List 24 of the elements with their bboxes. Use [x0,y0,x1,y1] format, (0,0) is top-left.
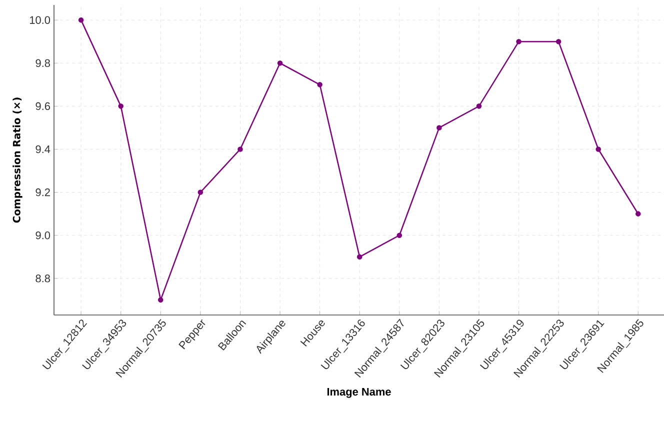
point [636,211,641,216]
y-tick-label: 9.0 [36,231,50,240]
point [277,60,283,66]
y-axis-title: Compression Ratio (×) [12,98,22,223]
x-axis-title: Image Name [327,388,391,398]
y-tick-label: 9.6 [36,102,50,110]
point [158,297,164,303]
point [198,190,204,195]
point [516,38,522,44]
point [476,104,482,109]
point [118,104,124,109]
point [238,146,243,152]
y-tick-label: 10.0 [30,16,50,24]
point [596,146,601,152]
y-tick-label: 8.8 [36,274,50,282]
point [436,125,442,130]
point [356,254,362,260]
point [317,82,322,88]
point [396,232,402,238]
y-tick-label: 9.4 [36,145,50,154]
y-tick-label: 9.2 [36,188,50,196]
y-tick-label: 9.8 [36,59,50,68]
point [78,17,84,23]
point [556,38,562,44]
